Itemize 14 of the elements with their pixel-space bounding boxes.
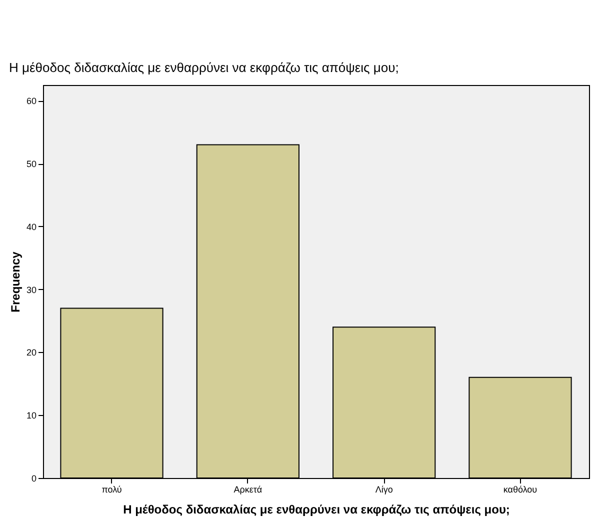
y-tick-label: 60 <box>26 96 36 106</box>
x-axis-title: Η μέθοδος διδασκαλίας με ενθαρρύνει να εκφράζω τις απόψεις μου; <box>123 502 510 516</box>
x-tick-label: Λίγο <box>375 484 393 494</box>
y-tick-label: 50 <box>26 159 36 170</box>
x-tick-label: πολύ <box>102 484 122 494</box>
y-axis-title: Frequency <box>8 251 22 312</box>
y-tick-label: 30 <box>26 284 36 295</box>
x-tick-label: Αρκετά <box>234 484 262 494</box>
y-tick-label: 0 <box>31 474 36 484</box>
chart-title: Η μέθοδος διδασκαλίας με ενθαρρύνει να εκφράζω τις απόψεις μου; <box>8 60 399 75</box>
y-tick-label: 20 <box>26 348 36 358</box>
y-tick-label: 40 <box>26 222 36 232</box>
y-tick-label: 10 <box>26 410 36 421</box>
x-tick-label: καθόλου <box>503 484 538 494</box>
